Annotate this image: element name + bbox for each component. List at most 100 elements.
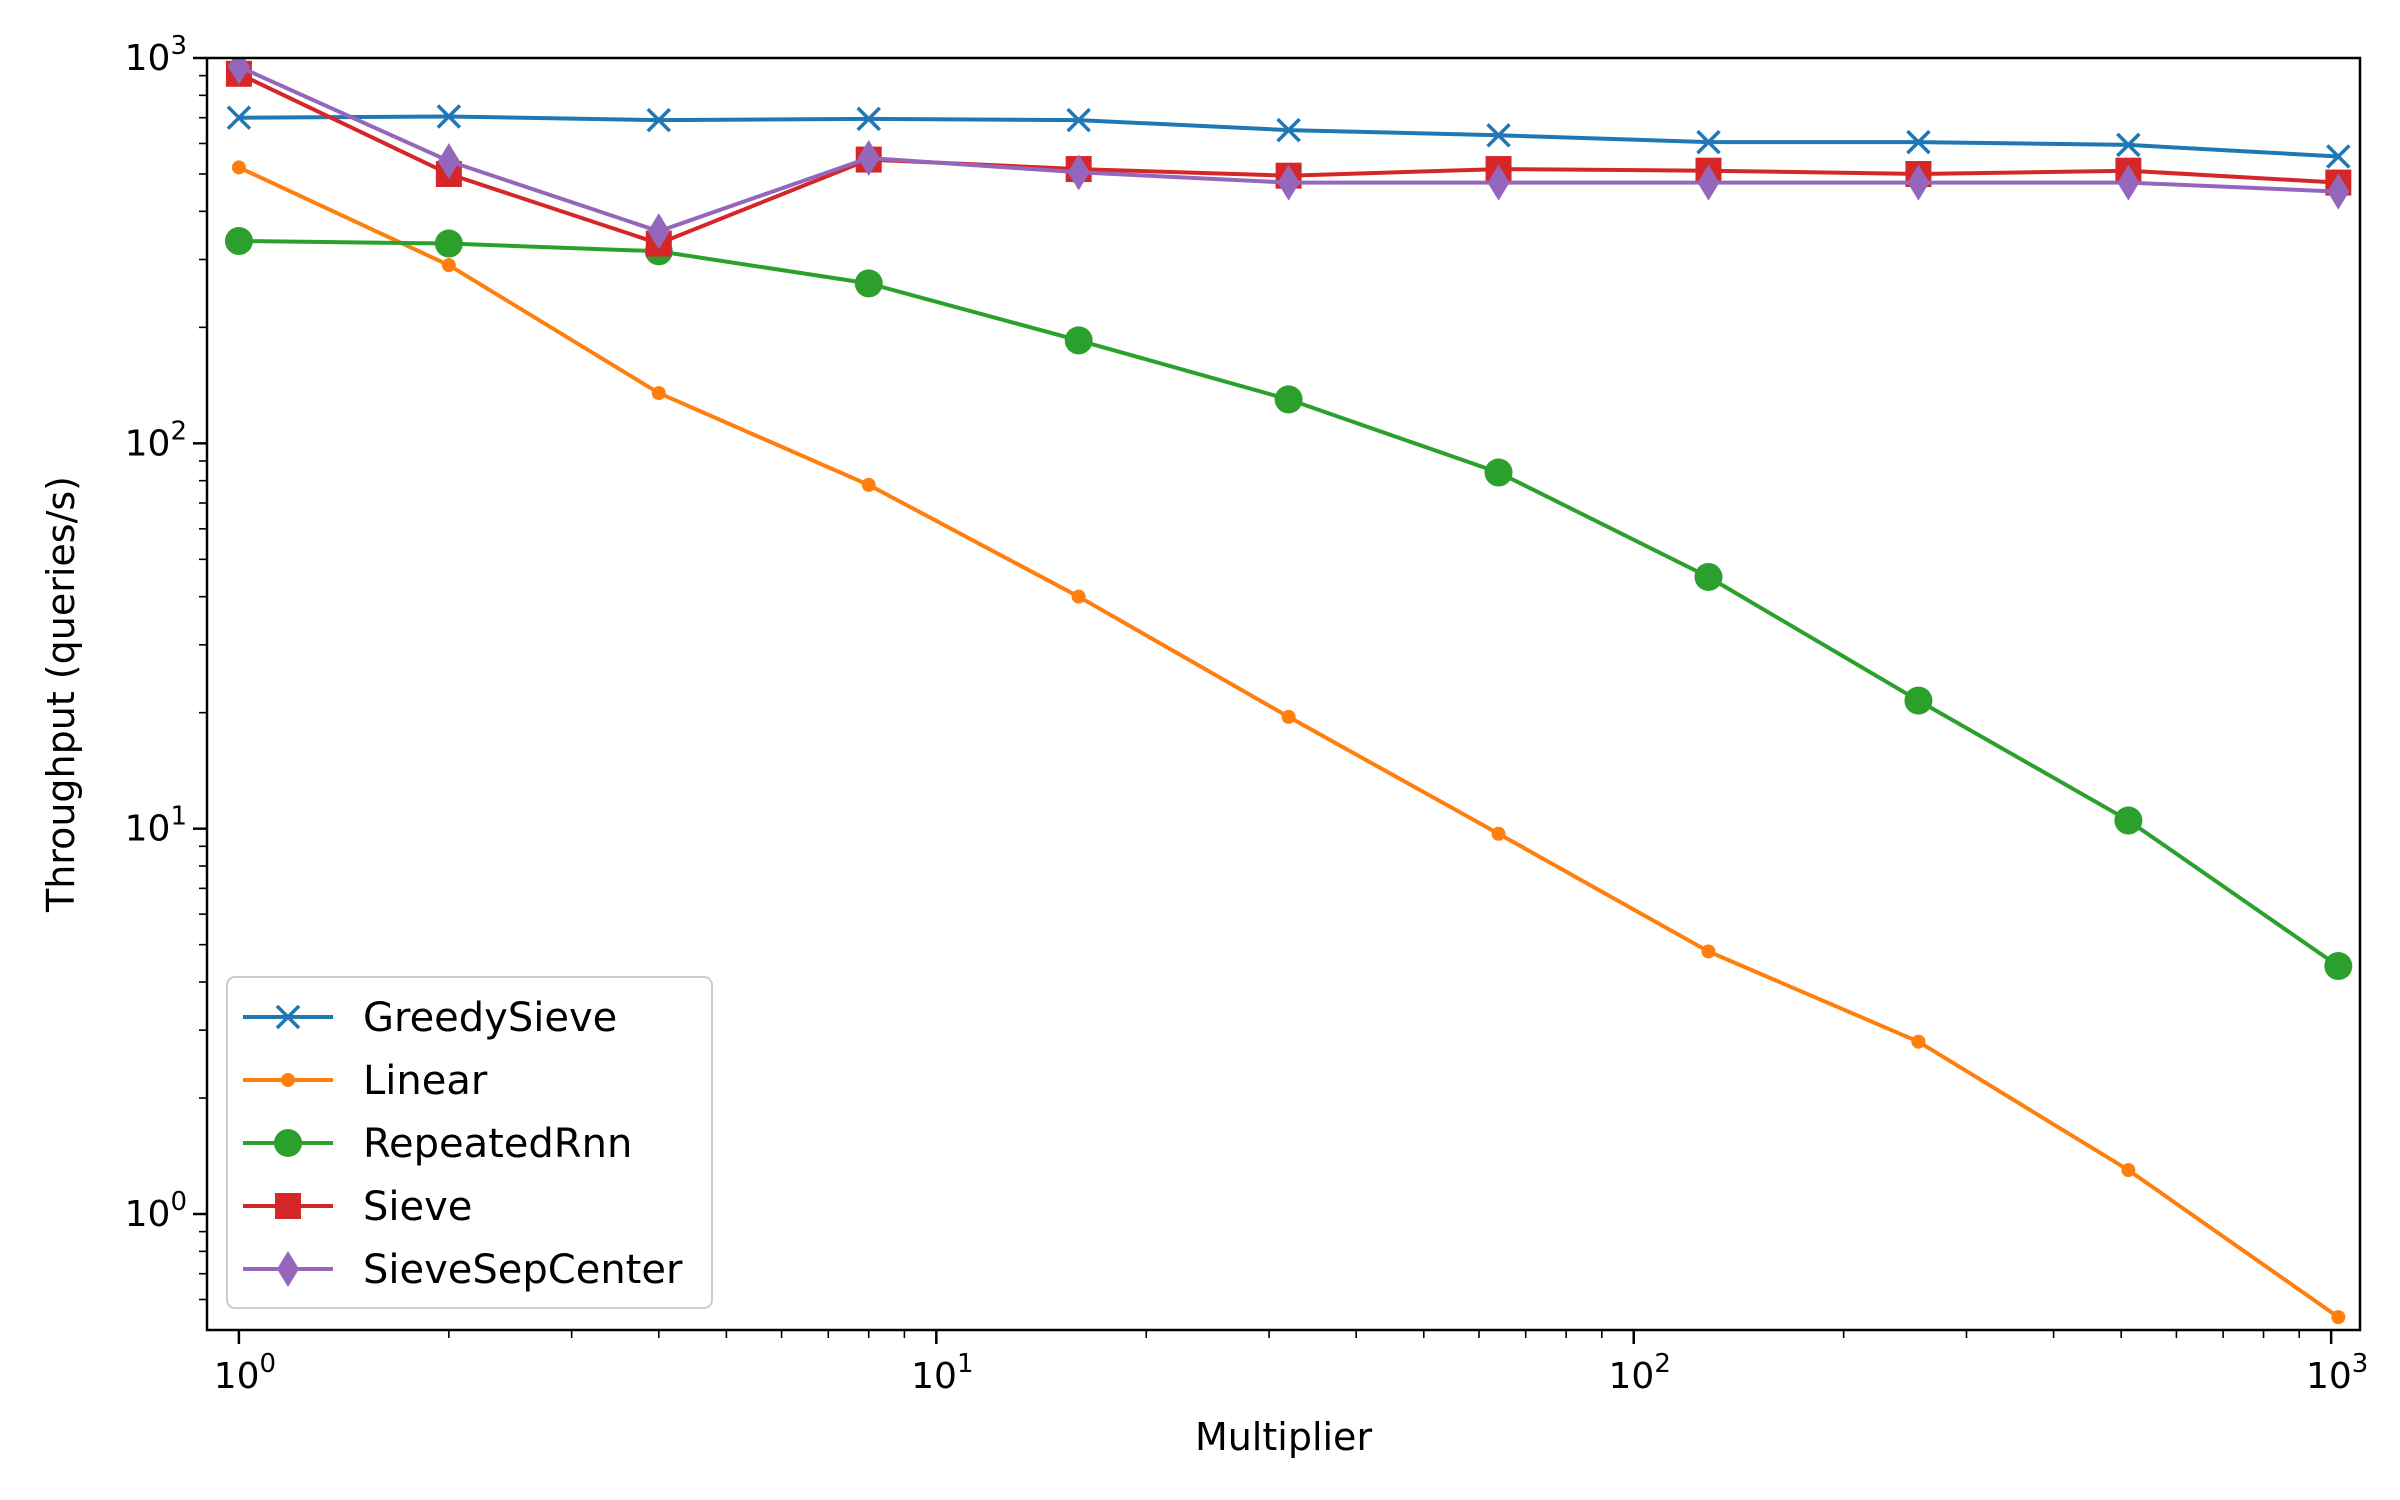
data-point-Linear xyxy=(2121,1163,2136,1178)
data-point-RepeatedRnn xyxy=(1904,686,1933,715)
data-point-GreedySieve xyxy=(226,105,252,130)
plot-frame xyxy=(205,56,2362,1332)
y-tick-label-base: 10 xyxy=(125,1194,171,1235)
y-tick-label-exponent: 0 xyxy=(170,1187,187,1217)
data-point-RepeatedRnn xyxy=(1064,326,1093,355)
data-point-GreedySieve-stroke-b xyxy=(436,104,462,129)
legend-marker xyxy=(274,1129,302,1157)
data-point-SieveSepCenter xyxy=(857,140,880,177)
data-point-SieveSepCenter xyxy=(1907,164,1930,201)
data-point-GreedySieve-stroke-b xyxy=(2116,132,2141,158)
x-tick-label-base: 10 xyxy=(214,1356,260,1397)
data-point-RepeatedRnn xyxy=(1694,562,1723,591)
data-point-GreedySieve xyxy=(1066,107,1091,133)
data-point-SieveSepCenter xyxy=(1487,164,1510,201)
data-point-SieveSepCenter xyxy=(437,143,460,180)
y-tick-label-base: 10 xyxy=(125,423,171,464)
legend-item-RepeatedRnn: RepeatedRnn xyxy=(243,1121,632,1167)
x-axis-ticks: 100 101 102 103 xyxy=(214,1330,2368,1397)
y-tick-label-base: 10 xyxy=(125,809,171,850)
y-tick-label-exponent: 3 xyxy=(170,31,187,61)
data-point-Linear xyxy=(231,160,246,175)
data-point-Linear xyxy=(2331,1310,2346,1325)
data-point-Linear xyxy=(651,386,666,401)
data-point-Linear xyxy=(1701,944,1716,959)
data-point-GreedySieve xyxy=(2116,132,2141,158)
legend-label: SieveSepCenter xyxy=(363,1247,683,1293)
legend: GreedySieve Linear RepeatedRnn Sieve SieveSe… xyxy=(226,976,713,1309)
data-point-Linear xyxy=(1911,1034,1926,1049)
legend-label: Linear xyxy=(363,1058,488,1104)
data-point-Linear xyxy=(441,258,456,273)
legend-marker xyxy=(281,1073,295,1087)
data-point-GreedySieve xyxy=(1486,123,1511,148)
y-tick-label: 103 xyxy=(125,31,187,79)
data-point-RepeatedRnn xyxy=(854,269,883,298)
data-point-GreedySieve xyxy=(2326,144,2351,169)
legend-marker xyxy=(277,1251,299,1287)
y-tick-label: 101 xyxy=(125,802,187,850)
legend-item-Linear: Linear xyxy=(243,1058,488,1104)
series-line-Sieve xyxy=(238,71,2339,246)
data-point-RepeatedRnn xyxy=(2114,806,2143,835)
data-point-SieveSepCenter xyxy=(2327,173,2350,210)
data-point-GreedySieve-stroke-b xyxy=(226,105,252,130)
data-point-SieveSepCenter xyxy=(2117,164,2140,201)
series-line-GreedySieve xyxy=(238,114,2339,159)
data-point-SieveSepCenter xyxy=(1277,164,1300,201)
data-point-SieveSepCenter xyxy=(647,213,670,250)
legend-marker xyxy=(275,1193,301,1219)
series-line-RepeatedRnn xyxy=(238,239,2340,968)
data-point-GreedySieve xyxy=(436,104,462,129)
x-tick-label: 100 xyxy=(214,1349,276,1397)
legend-label: RepeatedRnn xyxy=(363,1121,632,1167)
data-point-GreedySieve-stroke-b xyxy=(1486,123,1511,148)
y-tick-label: 100 xyxy=(125,1187,187,1235)
data-point-GreedySieve-stroke-b xyxy=(856,106,881,132)
data-point-GreedySieve xyxy=(1276,117,1301,143)
x-tick-label-base: 10 xyxy=(1609,1356,1655,1397)
legend-frame xyxy=(226,976,713,1309)
legend-item-GreedySieve: GreedySieve xyxy=(243,995,617,1041)
x-tick-label-exponent: 0 xyxy=(260,1349,277,1379)
x-tick-label: 101 xyxy=(911,1349,973,1397)
data-point-RepeatedRnn xyxy=(1484,458,1513,487)
data-point-GreedySieve xyxy=(646,107,672,133)
data-point-SieveSepCenter xyxy=(1067,154,1090,191)
x-axis-label: Multiplier xyxy=(1195,1415,1373,1459)
x-tick-label-base: 10 xyxy=(911,1356,957,1397)
x-tick-label: 103 xyxy=(2306,1349,2368,1397)
data-point-GreedySieve-stroke-b xyxy=(1696,129,1721,155)
series-line-SieveSepCenter xyxy=(238,64,2339,234)
x-tick-label: 102 xyxy=(1609,1349,1671,1397)
series-Linear xyxy=(231,160,2346,1325)
legend-marker xyxy=(275,1004,301,1030)
data-point-GreedySieve-stroke-b xyxy=(1276,117,1301,143)
legend-item-SieveSepCenter: SieveSepCenter xyxy=(243,1247,683,1293)
data-point-RepeatedRnn xyxy=(2324,952,2353,981)
series-Sieve xyxy=(225,60,2352,257)
legend-label: GreedySieve xyxy=(363,995,617,1041)
legend-label: Sieve xyxy=(363,1184,472,1230)
x-tick-label-exponent: 3 xyxy=(2352,1349,2369,1379)
data-point-GreedySieve xyxy=(1906,129,1931,155)
y-tick-label-exponent: 1 xyxy=(170,802,187,832)
data-point-GreedySieve-stroke-b xyxy=(1906,129,1931,155)
y-tick-label: 102 xyxy=(125,416,187,464)
series-SieveSepCenter xyxy=(227,58,2350,250)
series-GreedySieve xyxy=(226,104,2351,169)
data-point-SieveSepCenter xyxy=(227,58,250,85)
data-point-GreedySieve-stroke-b xyxy=(646,107,672,133)
x-tick-label-exponent: 1 xyxy=(957,1349,974,1379)
data-point-GreedySieve xyxy=(856,106,881,132)
legend-marker-stroke-b xyxy=(275,1004,301,1030)
data-point-GreedySieve xyxy=(1696,129,1721,155)
minor-ticks xyxy=(199,74,2301,1338)
data-point-Linear xyxy=(861,477,876,492)
data-point-Linear xyxy=(1281,709,1296,724)
y-tick-label-exponent: 2 xyxy=(170,416,187,446)
y-axis-label: Throughput (queries/s) xyxy=(39,476,83,913)
data-point-GreedySieve-stroke-b xyxy=(2326,144,2351,169)
